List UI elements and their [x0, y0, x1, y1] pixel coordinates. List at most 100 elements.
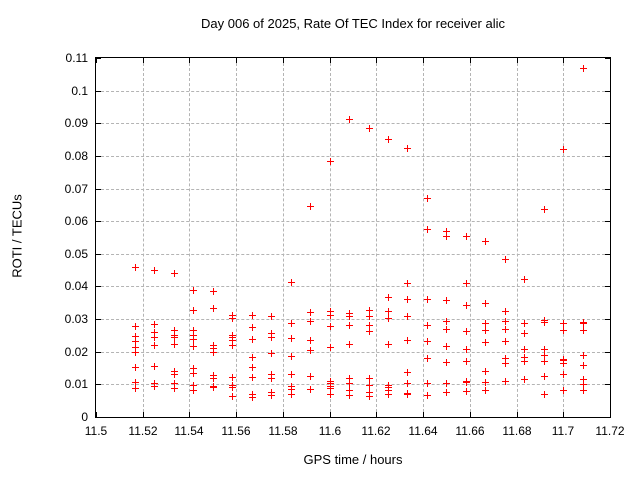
- data-point: [190, 370, 197, 377]
- y-tick-label: 0: [81, 410, 88, 424]
- data-point: [541, 206, 548, 213]
- data-point: [424, 392, 431, 399]
- y-tick-mark: [96, 189, 101, 190]
- data-point: [190, 307, 197, 314]
- data-point: [502, 308, 509, 315]
- data-point: [210, 305, 217, 312]
- data-point: [521, 320, 528, 327]
- data-point: [346, 310, 353, 317]
- data-point: [502, 338, 509, 345]
- data-point: [424, 355, 431, 362]
- x-tick-label: 11.66: [455, 424, 485, 438]
- data-point: [463, 233, 470, 240]
- data-point: [132, 364, 139, 371]
- data-point: [288, 371, 295, 378]
- gridline-horizontal: [96, 352, 610, 353]
- data-point: [190, 332, 197, 339]
- data-point: [482, 368, 489, 375]
- x-tick-mark: [517, 412, 518, 417]
- data-point: [307, 373, 314, 380]
- data-point: [521, 276, 528, 283]
- data-point: [502, 326, 509, 333]
- data-point: [482, 327, 489, 334]
- data-point: [521, 358, 528, 365]
- plot-area: [95, 57, 611, 418]
- data-point: [268, 334, 275, 341]
- x-tick-mark: [470, 58, 471, 63]
- gridline-vertical: [189, 58, 190, 417]
- x-tick-mark: [143, 412, 144, 417]
- data-point: [288, 353, 295, 360]
- data-point: [443, 228, 450, 235]
- data-point: [521, 330, 528, 337]
- data-point: [404, 145, 411, 152]
- x-tick-mark: [610, 412, 611, 417]
- x-tick-mark: [423, 58, 424, 63]
- data-point: [580, 320, 587, 327]
- data-point: [229, 337, 236, 344]
- data-point: [249, 364, 256, 371]
- data-point: [366, 393, 373, 400]
- data-point: [404, 391, 411, 398]
- data-point: [307, 337, 314, 344]
- data-point: [346, 392, 353, 399]
- x-tick-label: 11.62: [361, 424, 391, 438]
- y-tick-label: 0.02: [64, 345, 88, 359]
- data-point: [541, 358, 548, 365]
- data-point: [346, 116, 353, 123]
- y-tick-mark: [605, 58, 610, 59]
- y-tick-label: 0.09: [64, 116, 88, 130]
- y-tick-mark: [605, 221, 610, 222]
- x-tick-label: 11.52: [128, 424, 158, 438]
- x-tick-mark: [96, 412, 97, 417]
- y-tick-mark: [605, 319, 610, 320]
- data-point: [268, 371, 275, 378]
- data-point: [151, 363, 158, 370]
- data-point: [210, 342, 217, 349]
- data-point: [249, 374, 256, 381]
- data-point: [463, 328, 470, 335]
- y-tick-mark: [96, 319, 101, 320]
- x-tick-mark: [283, 58, 284, 63]
- x-tick-mark: [376, 412, 377, 417]
- data-point: [463, 388, 470, 395]
- data-point: [443, 326, 450, 333]
- data-point: [385, 294, 392, 301]
- data-point: [346, 375, 353, 382]
- x-tick-mark: [517, 58, 518, 63]
- y-tick-mark: [96, 417, 101, 418]
- data-point: [288, 386, 295, 393]
- data-point: [151, 334, 158, 341]
- gridline-horizontal: [96, 286, 610, 287]
- data-point: [151, 342, 158, 349]
- x-tick-mark: [376, 58, 377, 63]
- data-point: [366, 328, 373, 335]
- data-point: [229, 312, 236, 319]
- y-tick-label: 0.05: [64, 247, 88, 261]
- data-point: [366, 307, 373, 314]
- data-point: [268, 392, 275, 399]
- data-point: [229, 342, 236, 349]
- data-point: [171, 371, 178, 378]
- x-axis-label: GPS time / hours: [303, 452, 403, 467]
- x-tick-label: 11.68: [502, 424, 532, 438]
- data-point: [580, 376, 587, 383]
- y-axis-label: ROTI / TECUs: [9, 194, 25, 278]
- y-tick-mark: [96, 384, 101, 385]
- x-tick-label: 11.5: [84, 424, 108, 438]
- y-tick-mark: [96, 91, 101, 92]
- y-tick-label: 0.07: [64, 182, 88, 196]
- data-point: [190, 336, 197, 343]
- y-tick-label: 0.11: [65, 51, 88, 65]
- data-point: [424, 296, 431, 303]
- gridline-vertical: [517, 58, 518, 417]
- data-point: [580, 65, 587, 72]
- x-tick-mark: [330, 58, 331, 63]
- data-point: [385, 136, 392, 143]
- x-tick-label: 11.56: [221, 424, 251, 438]
- y-tick-label: 0.06: [64, 214, 88, 228]
- y-tick-mark: [96, 156, 101, 157]
- data-point: [502, 256, 509, 263]
- data-point: [132, 264, 139, 271]
- x-tick-label: 11.58: [268, 424, 298, 438]
